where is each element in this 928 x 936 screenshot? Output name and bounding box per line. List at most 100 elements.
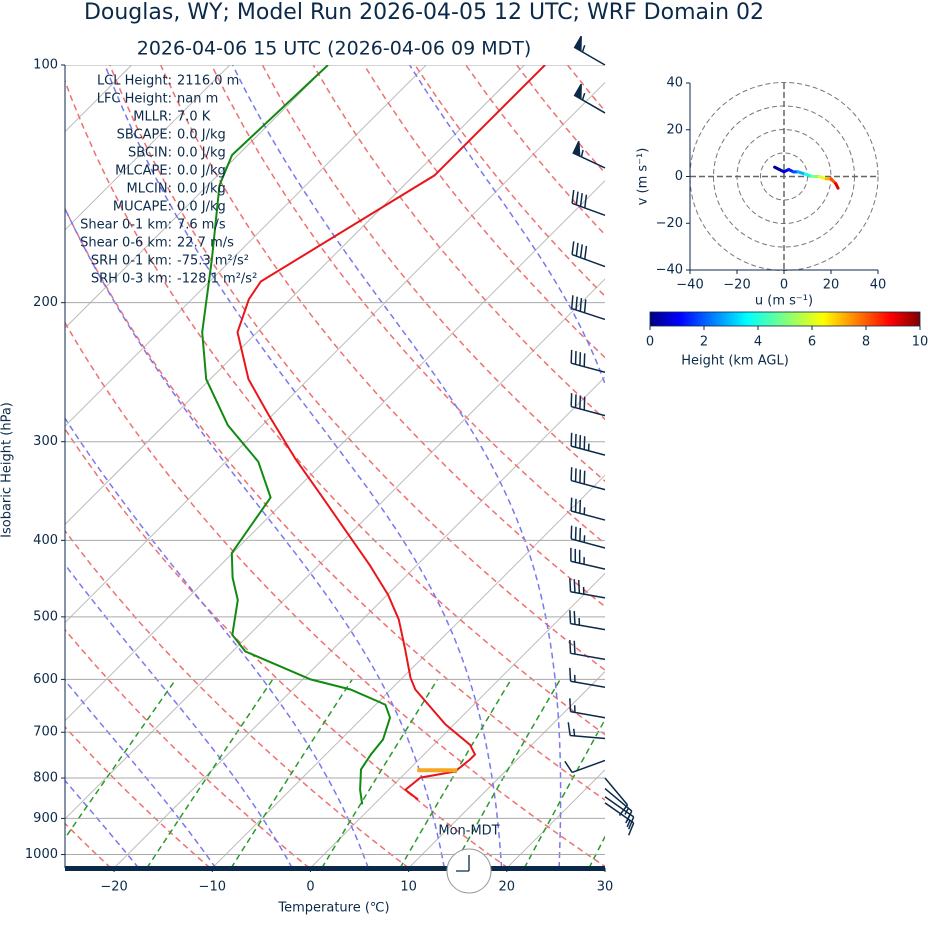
clock-hands — [456, 855, 470, 872]
profiles — [201, 65, 546, 805]
stat-value: 0.0 J/kg — [177, 128, 226, 143]
wind-barb — [571, 241, 606, 268]
isotherm — [506, 769, 605, 868]
dry-adiabat — [65, 207, 605, 801]
dry-adiabat — [261, 65, 605, 483]
stat-value: 7.6 m/s — [177, 218, 226, 233]
x-tick-label: 20 — [823, 278, 840, 293]
moist-adiabat — [65, 563, 293, 868]
dry-adiabat — [65, 529, 410, 868]
wind-barb — [569, 667, 606, 689]
dry-adiabat — [65, 725, 211, 868]
y-tick-label: 1000 — [25, 847, 58, 862]
temperature-line — [236, 65, 546, 801]
mixing-ratio-line — [523, 718, 605, 868]
dry-adiabat — [465, 65, 605, 236]
y-tick-label: 0 — [675, 169, 683, 184]
stat-label: LCL Height: — [97, 74, 172, 89]
dry-adiabat — [618, 65, 928, 868]
isotherm — [310, 572, 605, 868]
isotherm — [65, 65, 525, 526]
mixing-ratio-line — [451, 679, 561, 868]
mixing-ratio-line — [146, 678, 274, 868]
wind-barb — [604, 802, 635, 836]
timezone-label: Mon-MDT — [438, 824, 499, 839]
x-tick-label: 20 — [499, 880, 516, 895]
stat-label: MLCIN: — [127, 182, 172, 197]
main-plot: 100 200 300 400 500 600 700 800 900 1000 −20 −10 0 10… — [25, 35, 635, 895]
stat-label: Shear 0-6 km: — [80, 236, 172, 251]
stat-value: 0.0 J/kg — [177, 146, 226, 161]
moist-adiabat — [65, 779, 140, 868]
x-tick-label: −40 — [676, 278, 703, 293]
background-lines — [65, 65, 928, 868]
x-tick-label: −10 — [199, 880, 226, 895]
stat-label: LFC Height: — [97, 92, 172, 107]
stat-label: SBCAPE: — [117, 128, 172, 143]
wind-barb — [569, 698, 606, 719]
stat-value: 2116.0 m — [177, 74, 239, 89]
x-axis-label: u (m s⁻¹) — [755, 294, 813, 309]
dry-adiabat — [720, 65, 928, 868]
ground-bar — [65, 866, 605, 871]
wind-barb — [564, 759, 606, 774]
wind-barb — [570, 547, 606, 570]
stat-value: -128.1 m²/s² — [177, 272, 257, 287]
hodograph-segment — [834, 182, 840, 190]
isotherm — [65, 278, 605, 820]
moist-adiabat — [231, 65, 562, 868]
x-tick-label: −20 — [100, 880, 127, 895]
wind-barb — [572, 141, 606, 169]
wind-barb — [570, 467, 606, 491]
mixing-ratio-line — [399, 679, 512, 868]
x-tick-label: 40 — [870, 278, 887, 293]
dry-adiabat — [160, 65, 605, 608]
chart-title: Douglas, WY; Model Run 2026-04-05 12 UTC… — [84, 0, 764, 25]
dry-adiabat — [65, 321, 605, 868]
isotherm — [65, 180, 605, 722]
x-axis-label: Temperature (℃) — [277, 901, 389, 916]
colorbar-tick-label: 0 — [646, 335, 654, 350]
wind-barb — [570, 525, 606, 549]
x-tick-label: 10 — [400, 880, 417, 895]
stat-label: SRH 0-3 km: — [91, 272, 172, 287]
wind-barb — [569, 610, 606, 631]
isotherm — [604, 867, 605, 868]
y-tick-label: 40 — [666, 76, 683, 91]
mixing-ratio-line — [588, 835, 605, 868]
wind-barb — [570, 349, 606, 373]
y-tick-label: 100 — [33, 58, 58, 73]
colorbar-tick-label: 6 — [808, 335, 816, 350]
wind-barb — [567, 722, 606, 740]
isotherm — [65, 65, 132, 133]
mixing-ratio-line — [636, 679, 732, 868]
moist-adiabat — [104, 65, 503, 868]
mixing-ratio-line — [65, 678, 177, 840]
stat-label: Shear 0-1 km: — [80, 218, 172, 233]
isotherm — [65, 65, 427, 427]
mixing-ratio-line — [230, 678, 353, 868]
y-tick-label: 20 — [666, 122, 683, 137]
wind-barb — [569, 578, 606, 599]
dry-adiabat — [65, 822, 112, 868]
stat-label: MLCAPE: — [115, 164, 172, 179]
stat-value: -75.3 m²/s² — [177, 254, 249, 269]
x-tick-label: 30 — [597, 880, 614, 895]
wind-barb — [604, 796, 635, 830]
dry-adiabat — [566, 65, 605, 112]
y-tick-label: 700 — [33, 725, 58, 740]
isotherm — [113, 376, 605, 868]
chart-subtitle: 2026-04-06 15 UTC (2026-04-06 09 MDT) — [137, 38, 532, 60]
wind-barb — [570, 393, 606, 417]
wind-barb — [570, 497, 606, 521]
y-tick-label: 800 — [33, 771, 58, 786]
y-tick-label: 300 — [33, 434, 58, 449]
y-tick-label: 600 — [33, 672, 58, 687]
dry-adiabat — [210, 65, 605, 545]
isotherm — [65, 81, 605, 624]
dry-adiabat — [65, 78, 605, 736]
wind-barb — [569, 639, 606, 661]
stat-label: SBCIN: — [128, 146, 172, 161]
